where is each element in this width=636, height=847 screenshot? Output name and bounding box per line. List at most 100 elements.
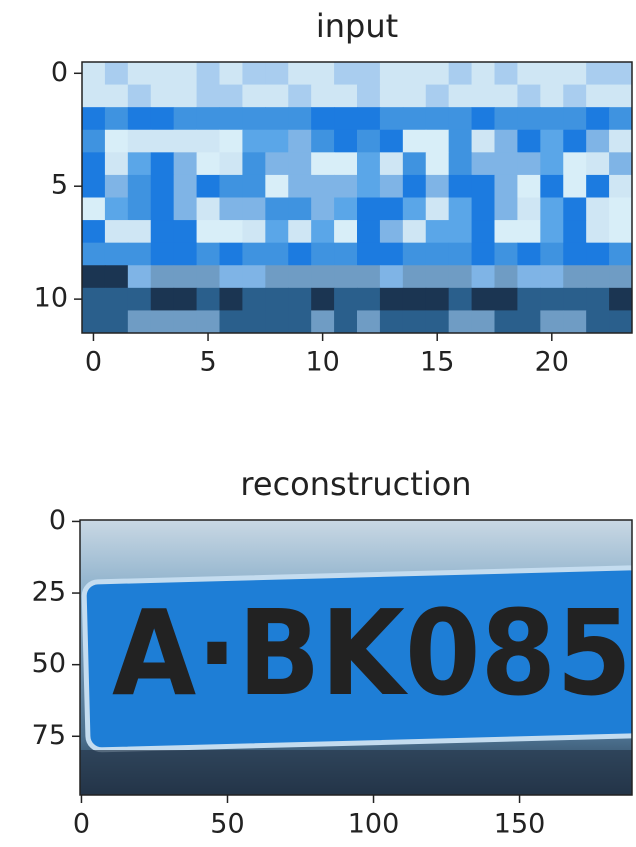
pixel [449,152,472,175]
pixel [334,220,357,243]
pixel [609,265,632,288]
pixel [82,265,105,288]
pixel [426,310,449,333]
pixel [540,243,563,266]
pixel [563,175,586,198]
pixel [472,85,495,108]
pixel [174,107,197,130]
pixel [357,175,380,198]
pixel [586,175,609,198]
pixel [82,85,105,108]
pixel [540,265,563,288]
pixel [128,198,151,221]
pixel [197,85,220,108]
pixel [174,62,197,85]
input-image [82,62,633,334]
pixel [311,288,334,311]
pixel [449,62,472,85]
pixel [540,198,563,221]
pixel [563,310,586,333]
pixel [311,220,334,243]
pixel [220,265,243,288]
y-tick-label: 50 [32,648,66,679]
pixel [540,85,563,108]
pixel [403,220,426,243]
pixel [128,265,151,288]
pixel [472,265,495,288]
pixel [82,288,105,311]
pixel [128,243,151,266]
pixel [220,220,243,243]
pixel [357,220,380,243]
pixel [586,198,609,221]
pixel [357,310,380,333]
pixel [403,265,426,288]
pixel [609,175,632,198]
pixel [174,85,197,108]
x-tick-label: 15 [420,347,454,378]
pixel [380,243,403,266]
pixel [288,62,311,85]
y-tick-label: 75 [32,720,66,751]
pixel [609,288,632,311]
pixel [128,62,151,85]
pixel [197,310,220,333]
pixel [426,85,449,108]
pixel [151,243,174,266]
pixel [563,265,586,288]
pixel [472,310,495,333]
pixel [82,62,105,85]
pixel [220,62,243,85]
pixel [449,243,472,266]
pixel [495,152,518,175]
pixel [220,243,243,266]
pixel [311,107,334,130]
pixel [265,243,288,266]
pixel [151,310,174,333]
pixel [105,62,128,85]
pixel [357,243,380,266]
pixel [82,175,105,198]
pixel [472,107,495,130]
pixel [472,198,495,221]
pixel [197,198,220,221]
pixel [242,107,265,130]
pixel [105,130,128,153]
pixel [288,220,311,243]
pixel [586,152,609,175]
pixel [357,62,380,85]
pixel [517,243,540,266]
pixel [540,175,563,198]
pixel [380,288,403,311]
pixel [242,310,265,333]
pixel [288,130,311,153]
pixel [174,130,197,153]
pixel [151,265,174,288]
pixel [288,152,311,175]
pixel [540,220,563,243]
pixel [311,243,334,266]
pixel [586,220,609,243]
pixel [265,310,288,333]
x-tick-label: 100 [348,809,400,840]
pixel [197,130,220,153]
reconstruction-image: A·BK085 [80,520,636,795]
pixel [586,62,609,85]
pixel [265,198,288,221]
pixel [311,85,334,108]
pixel [472,288,495,311]
figure: A·BK085 input051015200510reconstruction0… [0,0,636,847]
pixel [495,107,518,130]
pixel [311,175,334,198]
pixel [495,243,518,266]
pixel [242,175,265,198]
pixel [105,152,128,175]
pixel [540,288,563,311]
chart-title: input [316,7,398,45]
pixel [563,288,586,311]
pixel [472,62,495,85]
pixel [563,130,586,153]
pixel [449,85,472,108]
pixel [517,310,540,333]
pixel [540,107,563,130]
